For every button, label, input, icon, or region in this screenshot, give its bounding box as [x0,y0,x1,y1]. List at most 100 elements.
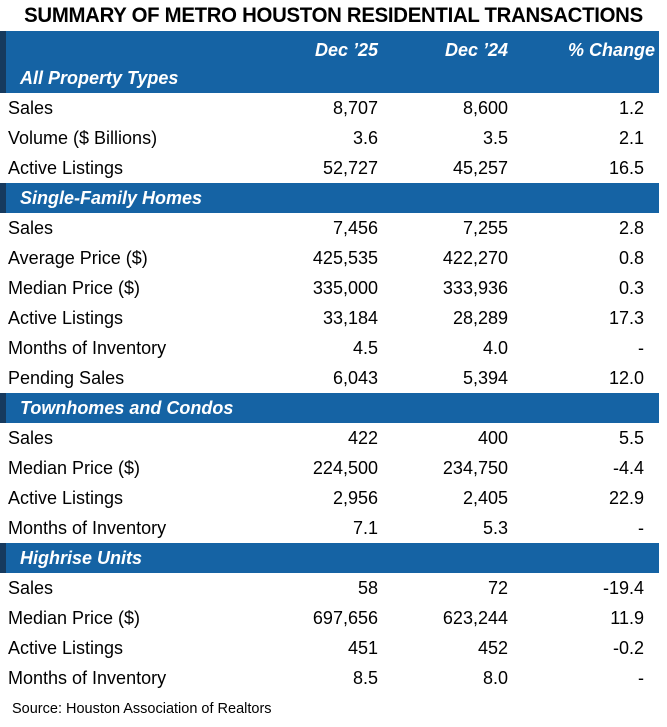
section-header-label: Single-Family Homes [20,188,203,208]
row-label: Median Price ($) [8,278,141,298]
row-label: Months of Inventory [8,668,167,688]
dec25-value: 335,000 [312,278,378,298]
dec25-value: 4.5 [352,338,378,358]
table-row: Months of Inventory 4.5 4.0 - [0,333,659,363]
dec24-value: 400 [477,428,508,448]
dec25-value: 697,656 [312,608,378,628]
table-header-band: Dec ’25 Dec ’24 % Change All Property Ty… [0,31,659,93]
table-row: Sales 7,456 7,255 2.8 [0,213,659,243]
dec25-value: 7,456 [332,218,378,238]
dec25-value: 2,956 [332,488,378,508]
table-row: Median Price ($) 335,000 333,936 0.3 [0,273,659,303]
page-title: SUMMARY OF METRO HOUSTON RESIDENTIAL TRA… [24,4,643,27]
pct-change-value: 12.0 [608,368,644,388]
dec24-value: 2,405 [462,488,508,508]
table-row: Average Price ($) 425,535 422,270 0.8 [0,243,659,273]
row-label: Volume ($ Billions) [8,128,158,148]
dec24-value: 8.0 [482,668,508,688]
dec24-value: 8,600 [462,98,508,118]
dec24-value: 234,750 [442,458,508,478]
dec24-value: 333,936 [442,278,508,298]
row-label: Sales [8,578,54,598]
table-row: Median Price ($) 697,656 623,244 11.9 [0,603,659,633]
pct-change-value: - [638,518,644,538]
dec24-value: 5,394 [462,368,508,388]
table-row: Sales 58 72 -19.4 [0,573,659,603]
dec25-value: 451 [347,638,378,658]
dec24-value: 45,257 [452,158,508,178]
dec24-value: 72 [487,578,508,598]
row-label: Active Listings [8,158,124,178]
column-header-dec25: Dec ’25 [314,40,378,60]
dec24-value: 623,244 [442,608,508,628]
dec24-value: 28,289 [452,308,508,328]
pct-change-value: 11.9 [610,608,644,628]
dec25-value: 6,043 [332,368,378,388]
dec24-value: 5.3 [482,518,508,538]
row-label: Median Price ($) [8,458,141,478]
pct-change-value: -4.4 [612,458,644,478]
dec25-value: 58 [357,578,378,598]
pct-change-value: - [638,338,644,358]
section-header-highrise-units: Highrise Units [0,543,659,573]
dec25-value: 425,535 [312,248,378,268]
row-label: Median Price ($) [8,608,141,628]
row-label: Months of Inventory [8,338,167,358]
pct-change-value: 16.5 [608,158,644,178]
pct-change-value: 1.2 [618,98,644,118]
column-header-dec24: Dec ’24 [444,40,508,60]
row-label: Sales [8,98,54,118]
dec24-value: 7,255 [462,218,508,238]
column-header-pct-change: % Change [567,40,655,60]
section-header-townhomes-condos: Townhomes and Condos [0,393,659,423]
row-label: Pending Sales [8,368,125,388]
row-label: Active Listings [8,638,124,658]
section-header-all-property-types: All Property Types [20,68,179,88]
pct-change-value: 17.3 [608,308,644,328]
summary-table: Dec ’25 Dec ’24 % Change All Property Ty… [0,31,659,693]
table-row: Sales 8,707 8,600 1.2 [0,93,659,123]
pct-change-value: 2.1 [618,128,644,148]
dec25-value: 422 [347,428,378,448]
table-row: Sales 422 400 5.5 [0,423,659,453]
row-label: Average Price ($) [8,248,148,268]
table-row: Active Listings 33,184 28,289 17.3 [0,303,659,333]
row-label: Sales [8,218,54,238]
row-label: Sales [8,428,54,448]
column-header-row: Dec ’25 Dec ’24 % Change [0,31,659,63]
section-header-single-family-homes: Single-Family Homes [0,183,659,213]
dec25-value: 8.5 [352,668,378,688]
table-row: Active Listings 451 452 -0.2 [0,633,659,663]
dec25-value: 33,184 [322,308,378,328]
row-label: Active Listings [8,488,124,508]
table-row: Active Listings 2,956 2,405 22.9 [0,483,659,513]
pct-change-value: 0.3 [618,278,644,298]
dec24-value: 422,270 [442,248,508,268]
table-row: Median Price ($) 224,500 234,750 -4.4 [0,453,659,483]
dec25-value: 7.1 [352,518,378,538]
table-row: Pending Sales 6,043 5,394 12.0 [0,363,659,393]
dec25-value: 52,727 [322,158,378,178]
pct-change-value: 5.5 [618,428,644,448]
table-row: Volume ($ Billions) 3.6 3.5 2.1 [0,123,659,153]
section-header-label: Highrise Units [20,548,143,568]
pct-change-value: -19.4 [602,578,644,598]
dec25-value: 8,707 [332,98,378,118]
dec24-value: 452 [477,638,508,658]
pct-change-value: -0.2 [612,638,644,658]
pct-change-value: 22.9 [608,488,644,508]
row-label: Active Listings [8,308,124,328]
source-note: Source: Houston Association of Realtors [12,701,272,717]
section-header-label: Townhomes and Condos [20,398,234,418]
row-label: Months of Inventory [8,518,167,538]
table-row: Active Listings 52,727 45,257 16.5 [0,153,659,183]
table-row: Months of Inventory 8.5 8.0 - [0,663,659,693]
dec25-value: 224,500 [312,458,378,478]
table-row: Months of Inventory 7.1 5.3 - [0,513,659,543]
dec24-value: 3.5 [482,128,508,148]
pct-change-value: 0.8 [618,248,644,268]
pct-change-value: - [638,668,644,688]
pct-change-value: 2.8 [618,218,644,238]
dec25-value: 3.6 [352,128,378,148]
